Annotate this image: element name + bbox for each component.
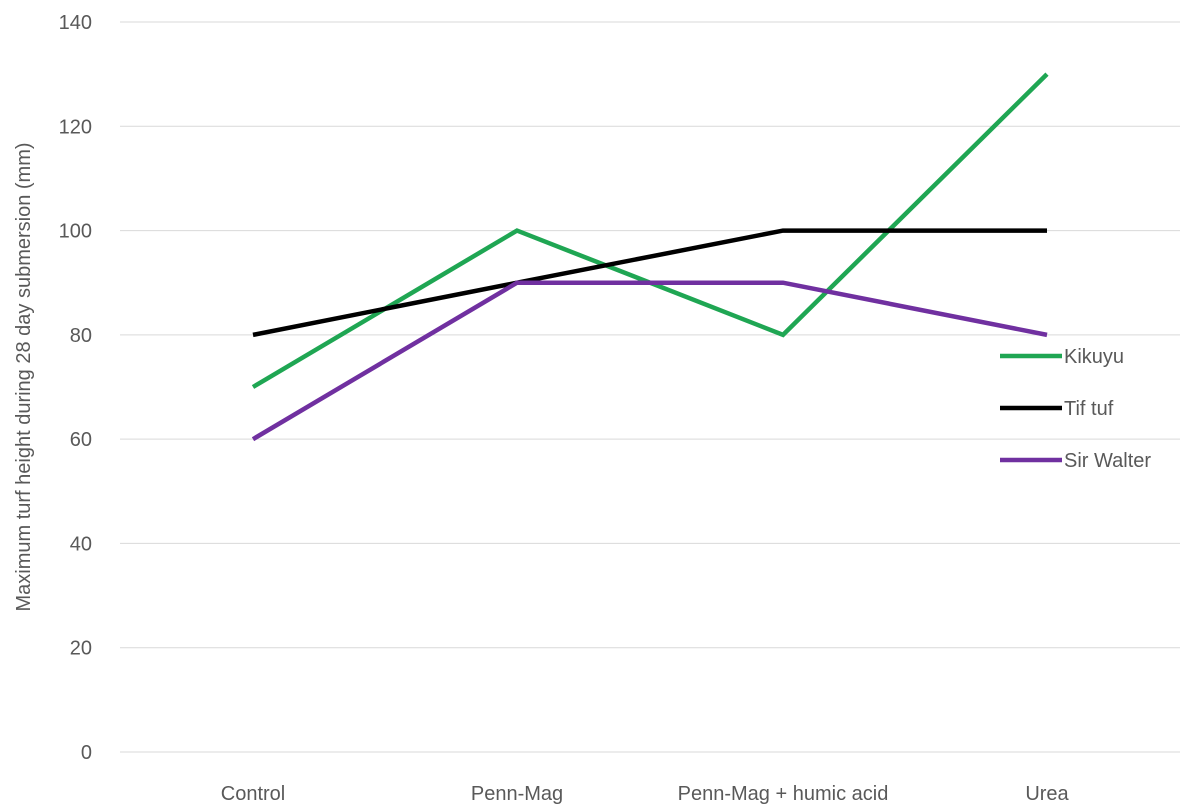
series-line-sir-walter — [251, 280, 1048, 442]
y-tick-label: 20 — [70, 638, 92, 660]
x-tick-label: Control — [221, 783, 285, 805]
legend: Kikuyu Tif tuf Sir Walter — [1000, 346, 1151, 472]
x-axis-ticks: Control Penn-Mag Penn-Mag + humic acid Urea — [221, 783, 1070, 805]
series-lines — [251, 72, 1049, 442]
y-axis-title: Maximum turf height during 28 day submer… — [13, 142, 35, 611]
legend-label: Kikuyu — [1064, 346, 1124, 368]
y-axis-ticks: 0 20 40 60 80 100 120 140 — [59, 12, 92, 764]
x-tick-label: Penn-Mag — [471, 783, 563, 805]
y-tick-label: 100 — [59, 221, 92, 243]
series-line-tif-tuf — [252, 228, 1047, 338]
x-tick-label: Penn-Mag + humic acid — [678, 783, 889, 805]
legend-label: Sir Walter — [1064, 450, 1151, 472]
gridlines — [120, 21, 1180, 753]
y-tick-label: 120 — [59, 116, 92, 138]
y-tick-label: 80 — [70, 325, 92, 347]
y-tick-label: 40 — [70, 533, 92, 555]
legend-label: Tif tuf — [1064, 398, 1114, 420]
y-tick-label: 60 — [70, 429, 92, 451]
x-tick-label: Urea — [1025, 783, 1069, 805]
y-tick-label: 140 — [59, 12, 92, 34]
y-tick-label: 0 — [81, 742, 92, 764]
